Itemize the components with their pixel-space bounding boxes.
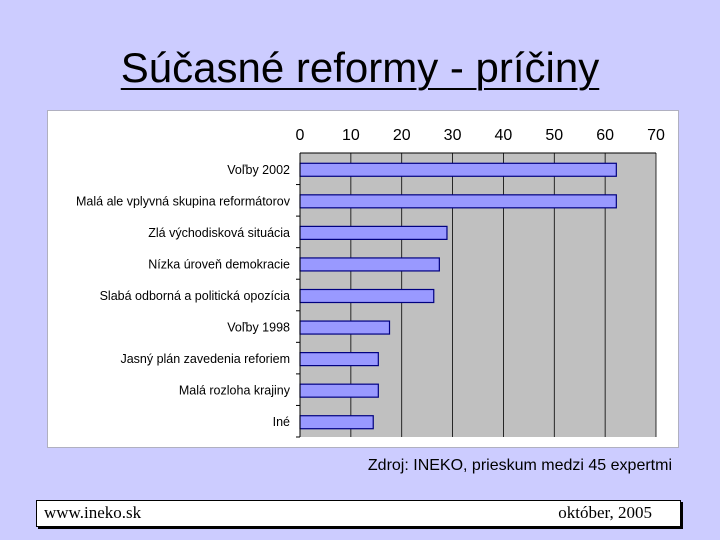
bar <box>299 383 379 398</box>
x-tick-label: 60 <box>596 127 614 144</box>
bar <box>299 162 617 177</box>
category-label: Voľby 2002 <box>227 163 290 177</box>
category-label: Jasný plán zavedenia reforiem <box>120 352 290 366</box>
footer-date: október, 2005 <box>558 503 652 522</box>
footer-website: www.ineko.sk <box>44 503 142 522</box>
bar <box>299 225 448 240</box>
x-tick-label: 20 <box>393 127 411 144</box>
bar <box>299 288 435 304</box>
x-tick-label: 30 <box>444 127 462 144</box>
bar-chart: 0 10 20 30 40 50 60 70 Voľby 2002 Malá ale vplyvn… <box>76 127 665 438</box>
slide-title: Súčasné reformy - príčiny <box>120 44 600 91</box>
x-tick-label: 40 <box>495 127 513 144</box>
category-label: Malá rozloha krajiny <box>179 384 291 398</box>
category-label: Nízka úroveň demokracie <box>148 257 290 271</box>
category-label: Voľby 1998 <box>227 321 290 335</box>
bar <box>299 257 440 272</box>
chart-frame: 0 10 20 30 40 50 60 70 Voľby 2002 Malá ale vplyvn… <box>47 110 679 448</box>
x-tick-label: 50 <box>545 127 563 144</box>
source-note: Zdroj: INEKO, prieskum medzi 45 expertmi <box>367 457 672 474</box>
category-label: Iné <box>273 415 290 429</box>
bar <box>299 352 379 367</box>
footer-bar: www.ineko.sk október, 2005 <box>36 500 681 527</box>
bar <box>299 320 391 335</box>
category-label: Malá ale vplyvná skupina reformátorov <box>76 194 291 208</box>
bar <box>299 194 617 209</box>
category-label: Zlá východisková situácia <box>148 226 290 240</box>
x-tick-label: 0 <box>296 127 305 144</box>
x-tick-label: 10 <box>342 127 360 144</box>
category-label: Slabá odborná a politická opozícia <box>100 289 290 303</box>
bar <box>299 415 374 430</box>
x-tick-label: 70 <box>647 127 665 144</box>
